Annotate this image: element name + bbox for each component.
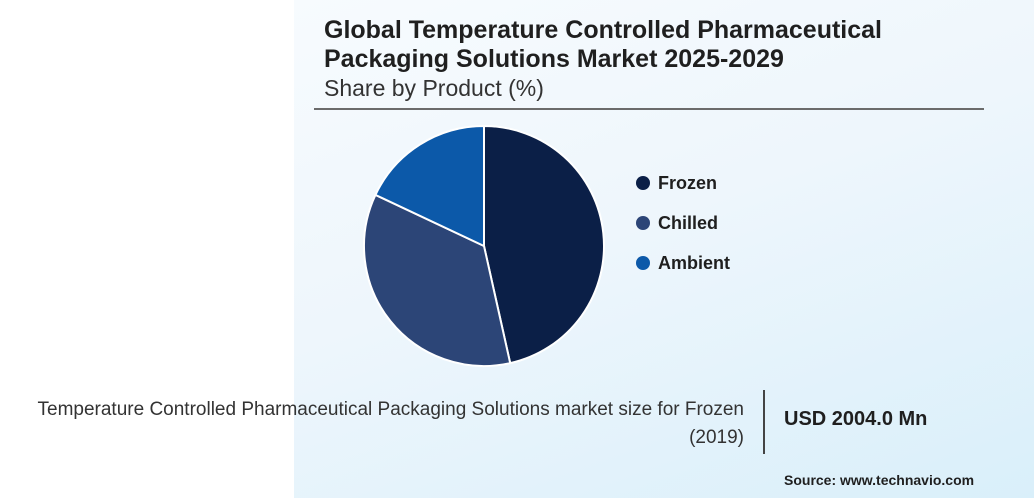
chart-legend: Frozen Chilled Ambient — [636, 173, 730, 293]
legend-label-chilled: Chilled — [658, 212, 719, 233]
pie-chart — [363, 124, 605, 367]
chart-subtitle: Share by Product (%) — [324, 75, 544, 101]
market-size-value: USD 2004.0 Mn — [784, 408, 928, 430]
source-note: Source: www.technavio.com — [784, 472, 975, 488]
legend-label-ambient: Ambient — [658, 252, 730, 273]
title-divider — [314, 108, 984, 110]
legend-dot-frozen — [636, 176, 650, 190]
legend-item-ambient: Ambient — [636, 253, 730, 273]
market-size-description: Temperature Controlled Pharmaceutical Pa… — [37, 399, 745, 448]
legend-item-frozen: Frozen — [636, 173, 730, 193]
legend-dot-ambient — [636, 256, 650, 270]
pie-slice-frozen — [483, 124, 605, 365]
pie-slice-chilled — [363, 193, 512, 367]
legend-dot-chilled — [636, 216, 650, 230]
footer-divider — [763, 390, 765, 454]
legend-item-chilled: Chilled — [636, 213, 730, 233]
legend-label-frozen: Frozen — [658, 172, 718, 193]
pie-slice-ambient — [374, 124, 485, 248]
chart-title: Global Temperature Controlled Pharmaceut… — [324, 16, 883, 73]
